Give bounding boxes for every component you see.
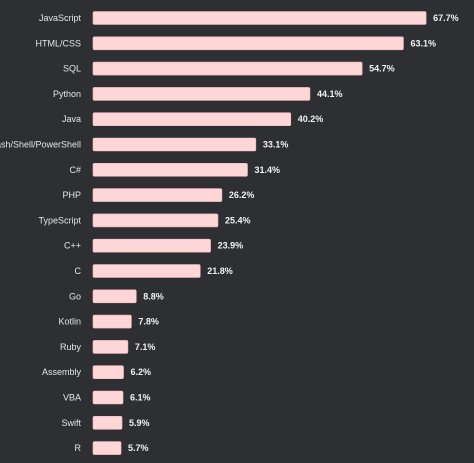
value-label: 54.7%	[369, 64, 395, 74]
category-label: Go	[69, 291, 81, 301]
value-label: 25.4%	[225, 215, 251, 225]
bar	[92, 137, 257, 152]
bar	[92, 238, 211, 253]
value-label: 5.9%	[129, 418, 150, 428]
bar	[92, 365, 124, 380]
value-label: 6.1%	[130, 393, 151, 403]
value-label: 31.4%	[254, 165, 280, 175]
bar	[92, 264, 201, 278]
bar	[92, 188, 223, 202]
bar	[92, 36, 404, 51]
value-label: 63.1%	[410, 38, 436, 48]
category-label: Swift	[61, 418, 81, 428]
category-label: Bash/Shell/PowerShell	[0, 140, 81, 150]
value-label: 67.7%	[433, 13, 459, 23]
value-label: 6.2%	[131, 367, 152, 377]
bar	[92, 11, 427, 25]
category-label: Java	[62, 114, 81, 124]
bar	[92, 112, 292, 126]
bar	[92, 340, 129, 354]
category-label: HTML/CSS	[35, 38, 81, 48]
value-label: 26.2%	[229, 190, 255, 200]
category-label: PHP	[62, 190, 81, 200]
value-label: 8.8%	[143, 291, 164, 301]
category-label: Assembly	[42, 367, 82, 377]
category-label: VBA	[63, 393, 81, 403]
bar	[92, 289, 137, 304]
value-label: 7.1%	[135, 342, 156, 352]
bar	[92, 314, 132, 329]
bar	[92, 163, 248, 177]
value-label: 21.8%	[207, 266, 233, 276]
category-label: JavaScript	[39, 13, 82, 23]
category-label: R	[75, 443, 82, 453]
bar	[92, 87, 311, 101]
value-label: 5.7%	[128, 443, 149, 453]
value-label: 40.2%	[298, 114, 324, 124]
category-label: Kotlin	[58, 317, 81, 327]
value-label: 7.8%	[138, 317, 159, 327]
bar	[92, 213, 219, 228]
category-label: Python	[53, 89, 81, 99]
bar	[92, 61, 363, 76]
category-label: TypeScript	[38, 215, 81, 225]
value-label: 23.9%	[218, 241, 244, 251]
category-label: C++	[64, 241, 81, 251]
category-label: SQL	[63, 64, 81, 74]
bar	[92, 415, 123, 430]
value-label: 33.1%	[263, 140, 289, 150]
category-label: Ruby	[60, 342, 82, 352]
value-label: 44.1%	[317, 89, 343, 99]
bar	[92, 390, 124, 405]
category-label: C#	[69, 165, 81, 175]
category-label: C	[75, 266, 82, 276]
bar	[92, 441, 122, 455]
